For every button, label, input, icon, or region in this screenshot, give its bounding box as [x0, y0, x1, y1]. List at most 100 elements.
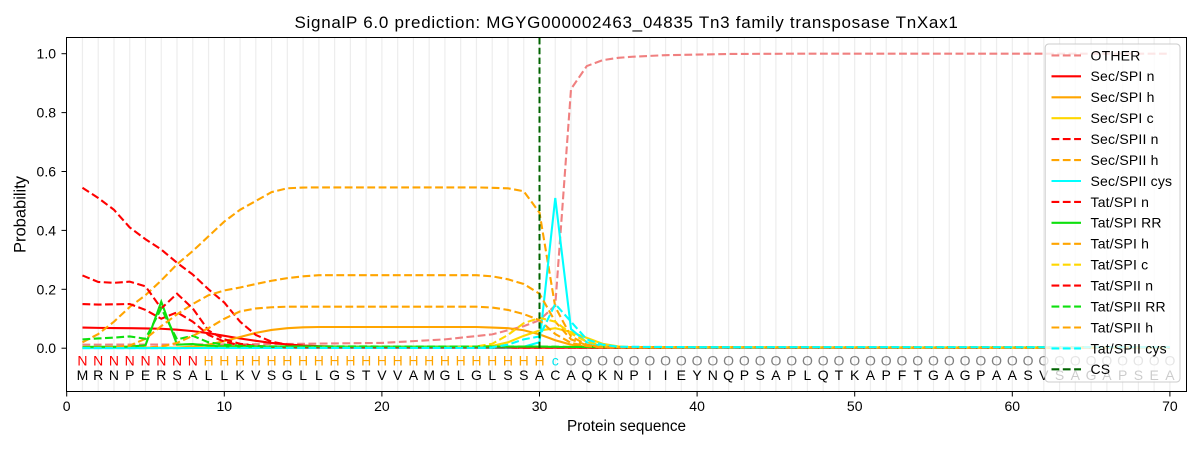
- svg-text:O: O: [707, 353, 718, 369]
- svg-text:0.8: 0.8: [37, 105, 57, 121]
- svg-text:G: G: [329, 367, 340, 383]
- svg-text:O: O: [944, 353, 955, 369]
- svg-text:H: H: [503, 353, 513, 369]
- svg-text:M: M: [77, 367, 89, 383]
- svg-text:G: G: [960, 367, 971, 383]
- svg-text:N: N: [93, 353, 103, 369]
- svg-text:Probability: Probability: [12, 175, 30, 253]
- svg-text:Q: Q: [818, 367, 829, 383]
- svg-text:H: H: [471, 353, 481, 369]
- svg-text:Tat/SPI c: Tat/SPI c: [1091, 257, 1149, 273]
- svg-text:S: S: [519, 367, 528, 383]
- svg-text:K: K: [850, 367, 860, 383]
- svg-text:H: H: [298, 353, 308, 369]
- svg-text:OTHER: OTHER: [1091, 47, 1141, 63]
- svg-text:R: R: [93, 367, 103, 383]
- svg-text:P: P: [629, 367, 638, 383]
- svg-text:T: T: [835, 367, 844, 383]
- svg-text:G: G: [439, 367, 450, 383]
- svg-text:S: S: [755, 367, 764, 383]
- svg-text:O: O: [928, 353, 939, 369]
- svg-text:20: 20: [374, 398, 390, 414]
- svg-text:L: L: [205, 367, 213, 383]
- svg-text:S: S: [1023, 367, 1032, 383]
- svg-text:Q: Q: [581, 367, 592, 383]
- svg-text:C: C: [550, 367, 560, 383]
- svg-text:H: H: [456, 353, 466, 369]
- svg-text:P: P: [976, 367, 985, 383]
- svg-text:O: O: [723, 353, 734, 369]
- svg-text:H: H: [330, 353, 340, 369]
- svg-text:P: P: [787, 367, 796, 383]
- svg-text:O: O: [897, 353, 908, 369]
- svg-text:O: O: [1038, 353, 1049, 369]
- svg-text:H: H: [519, 353, 529, 369]
- svg-text:N: N: [125, 353, 135, 369]
- svg-text:1.0: 1.0: [37, 46, 57, 62]
- svg-text:E: E: [677, 367, 686, 383]
- svg-text:Protein sequence: Protein sequence: [567, 418, 686, 435]
- svg-text:O: O: [1007, 353, 1018, 369]
- svg-text:70: 70: [1162, 398, 1178, 414]
- svg-text:O: O: [818, 353, 829, 369]
- svg-text:S: S: [172, 367, 181, 383]
- svg-text:O: O: [802, 353, 813, 369]
- svg-text:O: O: [739, 353, 750, 369]
- svg-text:F: F: [898, 367, 907, 383]
- svg-text:H: H: [393, 353, 403, 369]
- svg-text:Tat/SPII cys: Tat/SPII cys: [1091, 340, 1167, 356]
- svg-text:SignalP 6.0 prediction: MGYG00: SignalP 6.0 prediction: MGYG000002463_04…: [294, 13, 958, 32]
- svg-text:Sec/SPII cys: Sec/SPII cys: [1091, 173, 1173, 189]
- svg-text:V: V: [251, 367, 261, 383]
- svg-text:L: L: [315, 367, 323, 383]
- svg-text:P: P: [882, 367, 891, 383]
- svg-text:O: O: [644, 353, 655, 369]
- svg-text:0.4: 0.4: [37, 222, 57, 238]
- svg-text:H: H: [408, 353, 418, 369]
- svg-text:L: L: [457, 367, 465, 383]
- svg-text:Sec/SPI n: Sec/SPI n: [1091, 68, 1155, 84]
- svg-text:Sec/SPI h: Sec/SPI h: [1091, 89, 1155, 105]
- svg-text:Tat/SPII n: Tat/SPII n: [1091, 278, 1154, 294]
- svg-text:10: 10: [217, 398, 233, 414]
- svg-text:H: H: [534, 353, 544, 369]
- svg-text:Sec/SPI c: Sec/SPI c: [1091, 110, 1154, 126]
- svg-text:A: A: [535, 367, 545, 383]
- svg-text:O: O: [692, 353, 703, 369]
- svg-text:O: O: [566, 353, 577, 369]
- svg-text:60: 60: [1005, 398, 1021, 414]
- svg-text:G: G: [282, 367, 293, 383]
- svg-text:O: O: [975, 353, 986, 369]
- svg-text:O: O: [581, 353, 592, 369]
- svg-text:O: O: [597, 353, 608, 369]
- svg-text:S: S: [267, 367, 276, 383]
- svg-text:O: O: [881, 353, 892, 369]
- svg-text:N: N: [188, 353, 198, 369]
- svg-text:N: N: [708, 367, 718, 383]
- svg-text:P: P: [125, 367, 134, 383]
- svg-text:L: L: [804, 367, 812, 383]
- svg-text:30: 30: [532, 398, 548, 414]
- svg-text:T: T: [913, 367, 922, 383]
- svg-text:K: K: [598, 367, 608, 383]
- svg-text:R: R: [156, 367, 166, 383]
- svg-text:Tat/SPII RR: Tat/SPII RR: [1091, 299, 1166, 315]
- svg-text:Tat/SPI RR: Tat/SPI RR: [1091, 215, 1162, 231]
- svg-text:O: O: [770, 353, 781, 369]
- svg-text:O: O: [849, 353, 860, 369]
- svg-text:40: 40: [689, 398, 705, 414]
- svg-text:S: S: [503, 367, 512, 383]
- svg-text:G: G: [928, 367, 939, 383]
- svg-text:O: O: [660, 353, 671, 369]
- svg-text:O: O: [865, 353, 876, 369]
- svg-text:A: A: [771, 367, 781, 383]
- svg-text:A: A: [188, 367, 198, 383]
- svg-text:H: H: [314, 353, 324, 369]
- svg-text:O: O: [1023, 353, 1034, 369]
- svg-text:A: A: [945, 367, 955, 383]
- svg-text:N: N: [172, 353, 182, 369]
- svg-text:O: O: [613, 353, 624, 369]
- svg-text:Tat/SPI n: Tat/SPI n: [1091, 194, 1150, 210]
- svg-text:T: T: [362, 367, 371, 383]
- svg-text:0.2: 0.2: [37, 281, 57, 297]
